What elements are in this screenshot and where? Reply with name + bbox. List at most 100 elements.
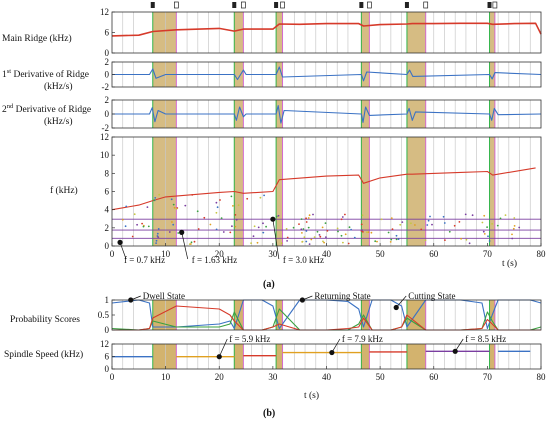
grid-layer bbox=[122, 12, 531, 369]
main-ridge-ytick-label-2: 12 bbox=[100, 7, 109, 17]
spectrum-dot-6 bbox=[389, 241, 392, 243]
spindle-speed-ytick-label-2: 12 bbox=[100, 339, 109, 349]
second-derivative-line bbox=[112, 105, 542, 124]
second-derivative-cutting-interval-5 bbox=[489, 100, 495, 128]
spectrum-dot-29 bbox=[399, 223, 402, 226]
spectrum-dot-76 bbox=[197, 228, 200, 230]
spectrum-dot-40 bbox=[347, 242, 350, 245]
spectrum-ytick-label-1: 2 bbox=[105, 223, 110, 233]
spectrum-dot-121 bbox=[468, 242, 471, 245]
spectrum-dot-71 bbox=[259, 196, 262, 199]
second-derivative-ytick-label-0: -2 bbox=[102, 123, 110, 133]
spectrum-xtick-label-2: 20 bbox=[215, 249, 225, 259]
probability-annotation-label-0: Dwell State bbox=[143, 291, 185, 301]
spectrum-dot-142 bbox=[458, 221, 461, 223]
spindle-speed-xtick-label-6: 60 bbox=[429, 372, 439, 382]
spectrum-dot-99 bbox=[397, 238, 400, 241]
spectrum-xtick-label-1: 10 bbox=[161, 249, 171, 259]
state-marker-4-b bbox=[423, 1, 429, 9]
state-marker-0-b bbox=[174, 1, 179, 9]
spectrum-dot-143 bbox=[336, 227, 339, 230]
state-marker-5-b bbox=[492, 1, 498, 9]
spectrum-cutting-interval-4 bbox=[406, 137, 426, 246]
spectrum-ytick-label-0: 0 bbox=[105, 241, 110, 251]
state-marker-4-a bbox=[404, 2, 409, 8]
probability-label: Probability Scores bbox=[10, 315, 80, 325]
spectrum-xlabel: t (s) bbox=[502, 258, 517, 269]
spectrum-dot-149 bbox=[301, 240, 304, 243]
spectrum-dot-127 bbox=[277, 214, 280, 217]
spectrum-dot-110 bbox=[486, 226, 488, 229]
spectrum-annotation-leader-1 bbox=[181, 232, 189, 260]
main-ridge-ytick-label-0: 0 bbox=[105, 48, 110, 58]
spectrum-dot-118 bbox=[286, 236, 289, 239]
main-ridge-cutting-interval-5 bbox=[489, 12, 495, 53]
spectrum-dot-89 bbox=[380, 218, 383, 221]
main-ridge-cutting-interval-4 bbox=[406, 12, 426, 53]
probability-cutting-interval-3 bbox=[361, 300, 370, 330]
spectrum-dot-102 bbox=[512, 227, 515, 230]
spindle-speed-annotation-label-2: f = 8.5 kHz bbox=[465, 334, 506, 344]
main-ridge-cutting-interval-0 bbox=[152, 12, 177, 53]
spectrum-dot-37 bbox=[471, 214, 474, 217]
spectrum-dot-152 bbox=[142, 225, 145, 228]
state-marker-2-a bbox=[274, 2, 279, 8]
spindle-speed-xtick-label-1: 10 bbox=[161, 372, 171, 382]
spindle-speed-xtick-label-5: 50 bbox=[376, 372, 386, 382]
spectrum-dot-167 bbox=[513, 217, 516, 219]
spectrum-dot-150 bbox=[483, 233, 486, 235]
spectrum-dot-54 bbox=[390, 217, 393, 220]
spectrum-dot-168 bbox=[190, 243, 192, 245]
spectrum-dot-86 bbox=[324, 222, 327, 225]
spectrum-dot-112 bbox=[319, 235, 322, 238]
spectrum-cutting-interval-2 bbox=[276, 137, 283, 246]
spectrum-dot-138 bbox=[513, 225, 516, 227]
spectrum-dot-161 bbox=[322, 240, 324, 243]
spectrum-dot-66 bbox=[376, 240, 378, 243]
spectrum-dot-158 bbox=[220, 217, 223, 220]
spectrum-ytick-label-3: 6 bbox=[105, 187, 110, 197]
spectrum-xtick-label-3: 30 bbox=[268, 249, 278, 259]
spectrum-ytick-label-2: 4 bbox=[105, 205, 110, 215]
spectrum-dot-103 bbox=[136, 223, 139, 226]
first-derivative-cutting-interval-2 bbox=[276, 62, 283, 87]
spectrum-dot-17 bbox=[303, 236, 306, 239]
second-derivative-ytick-label-2: 2 bbox=[105, 95, 110, 105]
spectrum-dot-155 bbox=[342, 241, 344, 244]
spectrum-dot-15 bbox=[395, 234, 398, 237]
state-marker-5-a bbox=[487, 2, 492, 8]
spectrum-dot-157 bbox=[318, 234, 321, 236]
spectrum-cutting-interval-0 bbox=[152, 137, 177, 246]
spectrum-dot-11 bbox=[504, 214, 507, 217]
state-marker-1-b bbox=[241, 1, 246, 9]
spectrum-dot-106 bbox=[246, 197, 249, 200]
spectrum-dot-113 bbox=[285, 228, 288, 230]
spectrum-dot-19 bbox=[184, 204, 187, 207]
spectrum-xtick-label-0: 0 bbox=[110, 249, 115, 259]
probability-annotation-dot-2 bbox=[393, 304, 399, 311]
spectrum-dot-4 bbox=[362, 231, 364, 233]
spindle-speed-ytick-label-1: 6 bbox=[105, 352, 110, 362]
probability-ytick-label-2: 1 bbox=[105, 295, 110, 305]
spindle-speed-cutting-interval-1 bbox=[234, 344, 244, 369]
spectrum-annotation-label-0: f = 0.7 kHz bbox=[124, 255, 165, 265]
first-derivative-label: 1st Derivative of Ridge bbox=[2, 68, 89, 80]
spectrum-dot-16 bbox=[191, 194, 194, 196]
spectrum-dot-95 bbox=[481, 221, 484, 224]
probability-annotation-dot-0 bbox=[128, 297, 134, 303]
spectrum-dot-1 bbox=[168, 231, 171, 233]
spectrum-dot-28 bbox=[141, 222, 144, 225]
spindle-speed-xtick-label-2: 20 bbox=[215, 372, 225, 382]
state-marker-2-b bbox=[280, 1, 285, 9]
probability-series-cutting-state bbox=[112, 305, 541, 331]
spectrum-dot-47 bbox=[158, 193, 161, 196]
state-marker-0-a bbox=[150, 2, 155, 8]
spectrum-xtick-label-4: 40 bbox=[322, 249, 332, 259]
spectrum-dot-62 bbox=[147, 225, 150, 228]
spectrum-dot-31 bbox=[300, 228, 303, 231]
probability-annotation-dot-1 bbox=[299, 297, 305, 303]
spindle-speed-annotation-dot-0 bbox=[216, 354, 222, 360]
spectrum-dot-9 bbox=[350, 228, 352, 231]
spectrum-dot-92 bbox=[387, 231, 390, 234]
